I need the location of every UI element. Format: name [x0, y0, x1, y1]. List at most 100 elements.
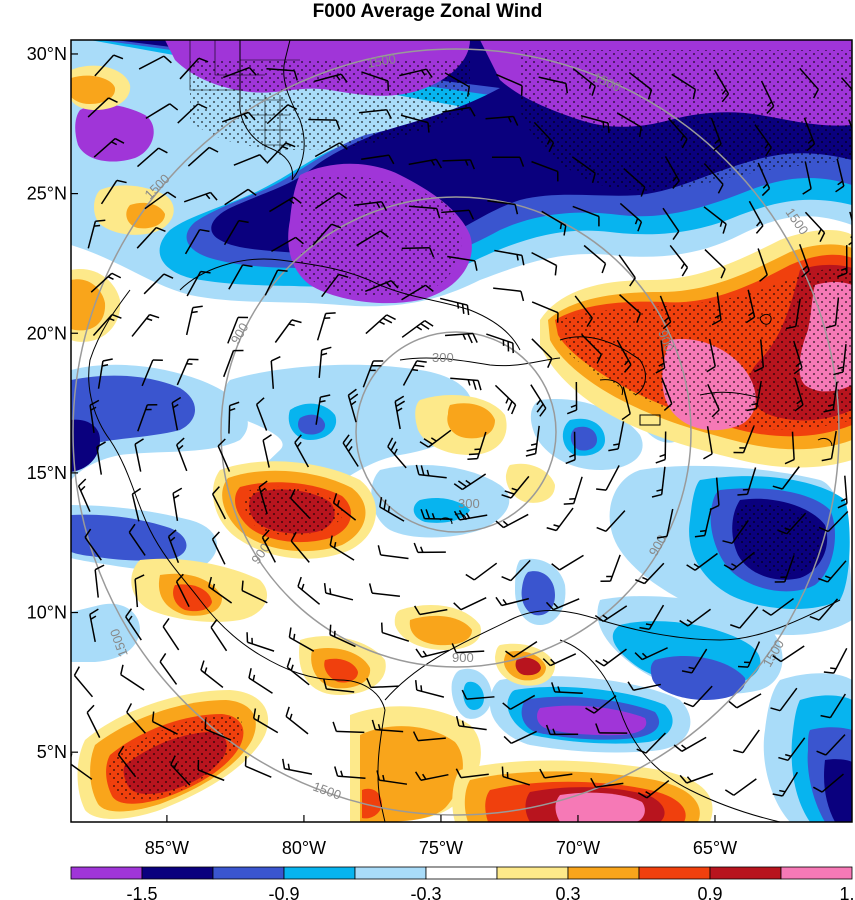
state-borders — [189, 40, 300, 155]
colorbar-swatch — [638, 866, 711, 880]
wind-barb — [314, 192, 348, 210]
wind-barb — [757, 162, 771, 197]
wind-barb — [329, 535, 355, 561]
wind-barb — [804, 211, 826, 243]
wind-barb — [314, 73, 348, 83]
wind-barb — [401, 284, 434, 301]
wind-barb — [92, 313, 122, 336]
wind-barb — [616, 339, 632, 373]
wind-barb — [211, 531, 226, 565]
wind-barb — [487, 199, 519, 215]
wind-barb — [635, 562, 665, 585]
lon-tick-label: 75°W — [419, 838, 463, 858]
wind-barb — [87, 219, 106, 249]
wind-barb — [465, 562, 498, 581]
wind-barb — [455, 768, 489, 779]
wind-barb — [574, 295, 593, 327]
lon-tick-label: 80°W — [282, 838, 326, 858]
wind-barb — [167, 529, 180, 564]
wind-barb — [618, 254, 636, 287]
wind-barb — [394, 395, 406, 430]
wind-barb — [289, 488, 311, 520]
wind-barb — [451, 643, 485, 654]
colorbar: -1.5 -0.9 -0.3 0.3 0.9 1.5 — [70, 866, 855, 900]
wind-barb — [244, 756, 272, 778]
wind-barb — [662, 207, 680, 240]
wind-barb — [595, 648, 627, 667]
wind-barb — [760, 80, 775, 114]
wind-barb — [342, 434, 359, 467]
wind-barb — [848, 119, 852, 154]
wind-barb — [777, 512, 807, 535]
wind-barb — [809, 598, 839, 621]
wind-barb — [89, 399, 100, 433]
lon-tick-label: 65°W — [693, 838, 737, 858]
wind-barb — [217, 438, 231, 472]
wind-barb — [703, 206, 727, 234]
lat-tick-label: 10°N — [27, 603, 67, 623]
wind-barb — [707, 383, 720, 418]
wind-barb — [224, 188, 257, 206]
wind-barb — [264, 269, 288, 296]
wind-barb — [262, 434, 272, 468]
wind-barb — [572, 205, 600, 227]
wind-barb — [171, 396, 182, 431]
wind-barb — [679, 608, 712, 627]
wind-barb — [120, 664, 145, 691]
wind-barb — [358, 108, 392, 119]
wind-barb — [211, 486, 227, 520]
wind-barb — [530, 384, 547, 417]
colorbar-swatch — [354, 866, 427, 880]
ring-label: 300 — [458, 496, 480, 511]
ring-label: 1500 — [366, 51, 397, 71]
wind-barb — [651, 466, 666, 498]
wind-barb — [793, 340, 803, 375]
wind-barb — [334, 766, 366, 780]
range-ring-300 — [355, 331, 557, 533]
wind-barb — [802, 161, 812, 195]
wind-barb — [495, 513, 529, 529]
wind-barb — [353, 201, 388, 211]
wind-barb — [223, 66, 257, 79]
wind-barb — [722, 519, 749, 545]
wind-barb — [710, 117, 722, 152]
wind-barb — [347, 388, 359, 423]
wind-barb — [400, 114, 430, 133]
wind-barb — [86, 704, 101, 738]
wind-barb — [246, 632, 275, 652]
wind-barb — [546, 507, 574, 532]
wind-barb — [619, 202, 643, 232]
wind-barb — [453, 596, 487, 611]
wind-barb — [413, 542, 446, 554]
wind-barb — [772, 771, 799, 797]
wind-barb — [531, 338, 553, 368]
wind-barb — [175, 573, 190, 608]
wind-barb — [746, 380, 762, 412]
wind-barb — [778, 737, 806, 762]
wind-barb — [703, 426, 713, 460]
wind-barb — [704, 249, 726, 279]
wind-barb — [444, 332, 478, 344]
wind-barb — [821, 430, 837, 462]
colorbar-swatch — [141, 866, 214, 880]
wind-barb — [812, 773, 844, 793]
wind-barb — [785, 298, 801, 330]
wind-barb — [266, 104, 298, 125]
wind-barb — [364, 279, 399, 293]
wind-barb — [538, 76, 569, 94]
wind-barb — [332, 721, 365, 734]
negative-anomaly-west — [71, 364, 248, 662]
wind-barb — [542, 653, 577, 667]
wind-barb — [833, 344, 847, 376]
wind-barb — [683, 685, 713, 708]
wind-barb — [187, 146, 219, 167]
wind-barb — [493, 287, 525, 302]
wind-barb — [823, 647, 848, 674]
wind-barb — [379, 497, 405, 522]
wind-barb — [491, 156, 525, 167]
colorbar-swatch — [283, 866, 356, 880]
colorbar-label: -0.9 — [268, 884, 299, 900]
wind-barb — [141, 359, 163, 387]
wind-barb — [461, 689, 495, 700]
